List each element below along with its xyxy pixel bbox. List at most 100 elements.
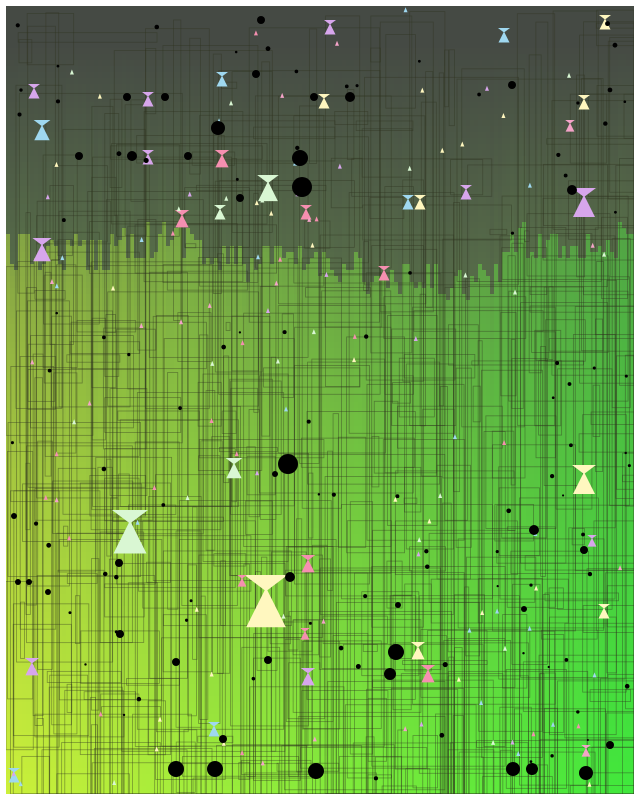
color-cell: [62, 552, 67, 559]
color-cell: [6, 384, 11, 391]
color-cell: [34, 738, 39, 745]
color-cell: [70, 678, 75, 685]
color-cell: [90, 288, 95, 295]
color-cell: [90, 630, 95, 637]
color-cell: [54, 378, 59, 385]
color-cell: [22, 492, 27, 499]
color-cell: [86, 708, 91, 715]
color-cell: [66, 762, 71, 769]
color-cell: [86, 270, 91, 277]
color-cell: [138, 12, 143, 19]
color-cell: [106, 162, 111, 169]
color-cell: [74, 180, 79, 187]
color-cell: [50, 126, 55, 133]
color-cell: [30, 102, 35, 109]
color-cell: [30, 396, 35, 403]
color-cell: [110, 444, 115, 451]
color-cell: [62, 624, 67, 631]
color-cell: [98, 768, 103, 775]
color-cell: [86, 162, 91, 169]
color-cell: [66, 720, 71, 727]
color-cell: [50, 210, 55, 217]
color-cell: [46, 504, 51, 511]
color-cell: [102, 240, 107, 247]
color-cell: [94, 312, 99, 319]
color-cell: [78, 342, 83, 349]
color-cell: [74, 60, 79, 67]
color-cell: [134, 372, 139, 379]
color-cell: [50, 468, 55, 475]
color-cell: [82, 522, 87, 529]
color-cell: [6, 732, 11, 739]
color-cell: [18, 756, 23, 763]
color-cell: [18, 300, 23, 307]
color-cell: [78, 120, 83, 127]
color-cell: [50, 456, 55, 463]
color-cell: [54, 564, 59, 571]
color-cell: [90, 726, 95, 733]
color-cell: [50, 636, 55, 643]
color-cell: [74, 72, 79, 79]
color-cell: [106, 756, 111, 763]
color-cell: [30, 168, 35, 175]
color-cell: [98, 138, 103, 145]
color-cell: [34, 582, 39, 589]
color-cell: [78, 414, 83, 421]
color-cell: [62, 642, 67, 649]
color-cell: [10, 564, 15, 571]
color-cell: [130, 222, 135, 229]
color-cell: [34, 324, 39, 331]
color-cell: [26, 42, 31, 49]
color-cell: [70, 108, 75, 115]
color-cell: [50, 336, 55, 343]
color-cell: [70, 438, 75, 445]
color-cell: [106, 672, 111, 679]
color-cell: [38, 618, 43, 625]
color-cell: [34, 72, 39, 79]
color-cell: [110, 180, 115, 187]
color-cell: [70, 534, 75, 541]
color-cell: [86, 354, 91, 361]
color-cell: [18, 516, 23, 523]
color-cell: [26, 558, 31, 565]
color-cell: [138, 264, 143, 271]
color-cell: [138, 414, 143, 421]
color-cell: [62, 744, 67, 751]
color-cell: [62, 522, 67, 529]
color-cell: [26, 684, 31, 691]
color-cell: [34, 222, 39, 229]
color-cell: [70, 648, 75, 655]
color-cell: [82, 630, 87, 637]
color-cell: [102, 360, 107, 367]
color-cell: [110, 372, 115, 379]
color-cell: [90, 546, 95, 553]
color-cell: [62, 768, 67, 775]
color-cell: [50, 642, 55, 649]
color-cell: [150, 732, 155, 739]
color-cell: [30, 432, 35, 439]
color-cell: [86, 486, 91, 493]
color-cell: [94, 510, 99, 517]
color-cell: [142, 690, 147, 697]
color-cell: [78, 162, 83, 169]
color-cell: [106, 168, 111, 175]
color-cell: [34, 414, 39, 421]
color-cell: [122, 144, 127, 151]
color-cell: [10, 222, 15, 229]
color-cell: [74, 642, 79, 649]
color-cell: [58, 672, 63, 679]
color-cell: [38, 750, 43, 757]
color-cell: [62, 480, 67, 487]
color-cell: [78, 408, 83, 415]
color-cell: [14, 684, 19, 691]
color-cell: [30, 210, 35, 217]
color-cell: [58, 576, 63, 583]
color-cell: [134, 768, 139, 775]
color-cell: [106, 18, 111, 25]
color-cell: [46, 198, 51, 205]
color-cell: [62, 612, 67, 619]
color-cell: [34, 444, 39, 451]
color-cell: [46, 270, 51, 277]
color-cell: [10, 732, 15, 739]
color-cell: [62, 204, 67, 211]
